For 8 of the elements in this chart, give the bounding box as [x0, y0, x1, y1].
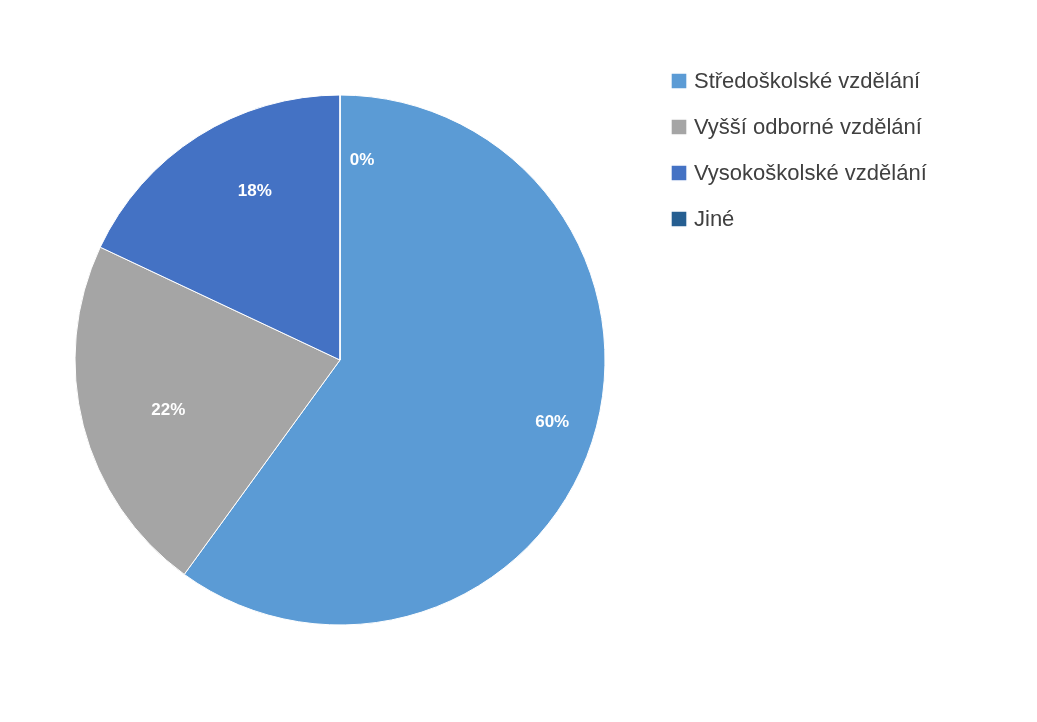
data-label: 22%: [151, 399, 186, 419]
text: 0%: [349, 150, 375, 169]
legend-label: Středoškolské vzdělání: [694, 68, 921, 93]
legend-label: Vyšší odborné vzdělání: [694, 114, 922, 139]
legend-label: Vysokoškolské vzdělání: [694, 160, 927, 185]
legend-label: Jiné: [694, 206, 735, 231]
data-label: 60%: [535, 411, 570, 431]
data-label: 18%: [237, 181, 272, 201]
